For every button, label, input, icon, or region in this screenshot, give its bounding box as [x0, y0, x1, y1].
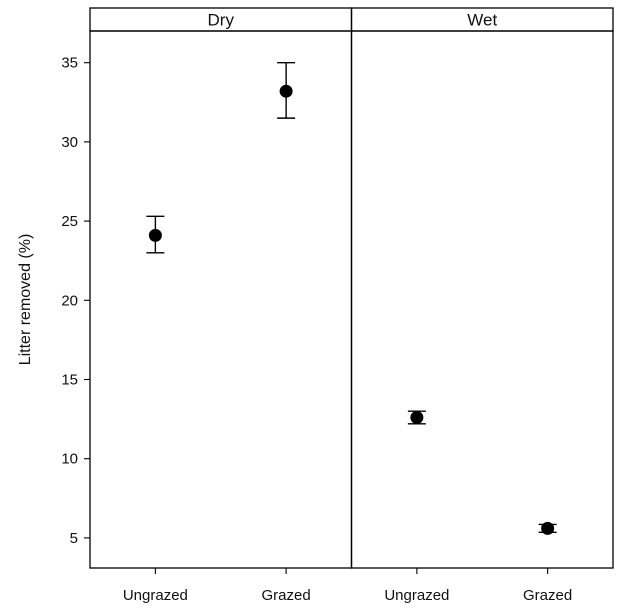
y-tick-label-5: 5: [70, 530, 78, 547]
y-axis: 5 10 15 20 25 30 35: [61, 55, 90, 547]
data-point-wet-grazed: [538, 521, 557, 535]
panel-strips: Dry Wet: [208, 11, 498, 30]
y-axis-title: Litter removed (%): [17, 234, 34, 366]
panel-frame-wet: [350, 30, 614, 569]
panel-frames: [89, 7, 614, 569]
strip-label-wet: Wet: [467, 11, 497, 30]
data-marks: [146, 61, 557, 535]
data-point-wet-ungrazed: [407, 410, 426, 425]
y-tick-label-10: 10: [61, 451, 78, 468]
x-tick-label-dry-ungrazed: Ungrazed: [123, 587, 188, 604]
y-tick-label-35: 35: [61, 55, 78, 72]
y-tick-label-30: 30: [61, 134, 78, 151]
y-tick-label-15: 15: [61, 371, 78, 388]
data-point-dry-ungrazed: [146, 215, 165, 254]
x-tick-label-wet-grazed: Grazed: [523, 587, 572, 604]
y-tick-label-25: 25: [61, 213, 78, 230]
y-tick-label-20: 20: [61, 292, 78, 309]
mean-point: [541, 521, 555, 535]
strip-label-dry: Dry: [208, 11, 235, 30]
mean-point: [148, 228, 162, 242]
x-tick-label-dry-grazed: Grazed: [262, 587, 311, 604]
mean-point: [410, 411, 424, 425]
mean-point: [279, 84, 293, 98]
data-point-dry-grazed: [277, 61, 296, 119]
x-tick-label-wet-ungrazed: Ungrazed: [384, 587, 449, 604]
x-axis: Ungrazed Grazed Ungrazed Grazed: [123, 568, 572, 604]
panel-frame-dry: [89, 30, 353, 569]
